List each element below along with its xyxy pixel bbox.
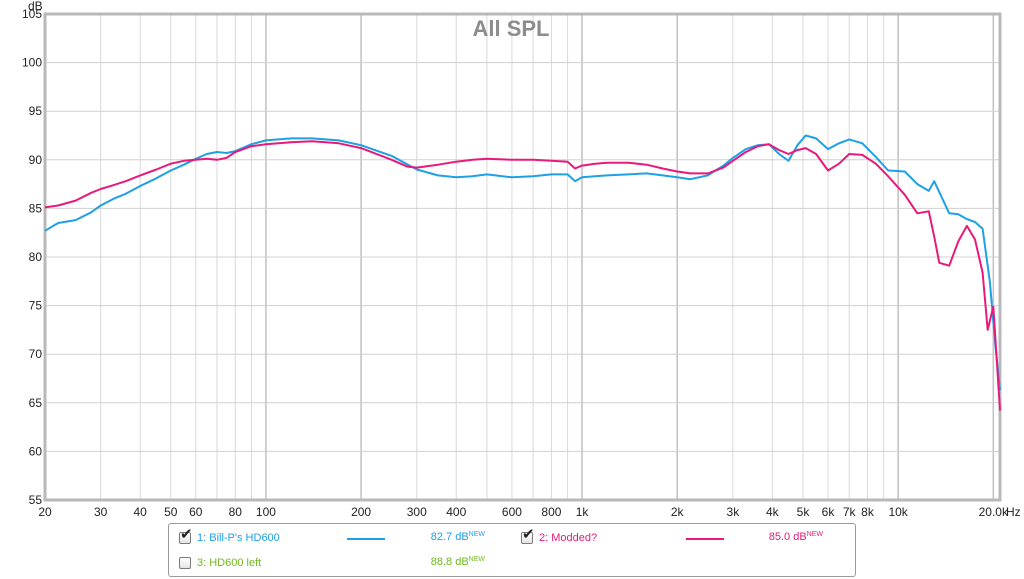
series-1-name: 1: Bill-P's HD600	[197, 532, 280, 544]
x-axis-tick-labels: 20 30 40 50 60 80 100 200 300 400 600 800 1k 2k 3k 4k 5k…	[38, 505, 1009, 519]
checkmark-icon: ✔	[522, 525, 535, 543]
legend-panel: ✔ 1: Bill-P's HD600 82.7 dBNEW ✔ 2: Modd…	[168, 523, 856, 577]
x-tick-label: 100	[256, 505, 276, 519]
x-tick-label: 3k	[727, 505, 741, 519]
plot-frame	[43, 12, 1002, 502]
y-tick-label: 80	[29, 250, 43, 264]
x-tick-label: 800	[541, 505, 561, 519]
series-2-new-badge: NEW	[806, 531, 823, 538]
x-tick-label: 10k	[888, 505, 908, 519]
y-axis-unit-label: dB	[28, 0, 43, 13]
x-tick-label: 20.0k	[979, 505, 1009, 519]
y-axis-tick-labels: 55 60 65 70 75 80 85 90 95 100 105	[22, 7, 42, 507]
y-tick-label: 55	[29, 493, 43, 507]
series-1-level: 82.7 dBNEW	[419, 531, 485, 543]
x-tick-label: 1k	[576, 505, 590, 519]
series-2-swatch	[686, 538, 724, 540]
x-axis-unit-label: Hz	[1006, 505, 1021, 519]
series-2-name: 2: Modded?	[539, 532, 598, 544]
y-tick-label: 65	[29, 396, 43, 410]
x-tick-label: 600	[502, 505, 522, 519]
x-tick-label: 20	[38, 505, 52, 519]
series-1-level-value: 82.7 dB	[430, 531, 469, 543]
series-3-name: 3: HD600 left	[197, 557, 262, 569]
grid-lines	[44, 13, 1000, 501]
spl-chart: 55 60 65 70 75 80 85 90 95 100 105 20 30 40 50 60 80 100…	[22, 0, 1021, 519]
x-tick-label: 4k	[766, 505, 780, 519]
y-tick-label: 90	[29, 153, 43, 167]
legend-item-series-2[interactable]: ✔ 2: Modded?	[521, 527, 598, 547]
y-tick-label: 70	[29, 347, 43, 361]
checkmark-icon: ✔	[180, 525, 193, 543]
legend-item-series-3[interactable]: 3: HD600 left	[179, 554, 261, 572]
chart-title: All SPL	[472, 16, 549, 41]
legend-item-series-1[interactable]: ✔ 1: Bill-P's HD600	[179, 527, 280, 547]
x-tick-label: 50	[164, 505, 178, 519]
x-tick-label: 8k	[861, 505, 875, 519]
y-tick-label: 60	[29, 444, 43, 458]
series-2-checkbox[interactable]: ✔	[521, 527, 535, 544]
x-tick-label: 60	[189, 505, 203, 519]
series-lines	[44, 134, 1001, 411]
series-1-line	[44, 134, 1001, 391]
x-tick-label: 400	[446, 505, 466, 519]
x-tick-label: 2k	[671, 505, 685, 519]
series-1-checkbox[interactable]: ✔	[179, 527, 193, 544]
y-tick-label: 95	[29, 104, 43, 118]
y-tick-label: 100	[22, 56, 42, 70]
x-tick-label: 40	[133, 505, 147, 519]
y-tick-label: 75	[29, 299, 43, 313]
series-2-line	[44, 140, 1001, 411]
x-tick-label: 6k	[822, 505, 836, 519]
series-3-level-value: 88.8 dB	[430, 556, 469, 568]
series-1-new-badge: NEW	[468, 531, 485, 538]
series-3-checkbox[interactable]	[179, 557, 191, 569]
series-3-new-badge: NEW	[468, 556, 485, 563]
x-tick-label: 300	[407, 505, 427, 519]
series-1-swatch	[347, 538, 385, 540]
series-2-level-value: 85.0 dB	[768, 531, 807, 543]
x-tick-label: 200	[351, 505, 371, 519]
series-2-level: 85.0 dBNEW	[757, 531, 823, 543]
series-3-level: 88.8 dBNEW	[419, 556, 485, 568]
x-tick-label: 7k	[843, 505, 857, 519]
x-tick-label: 80	[229, 505, 243, 519]
y-tick-label: 85	[29, 201, 43, 215]
x-tick-label: 30	[94, 505, 108, 519]
x-tick-label: 5k	[797, 505, 811, 519]
y-tick-label: 105	[22, 7, 42, 21]
